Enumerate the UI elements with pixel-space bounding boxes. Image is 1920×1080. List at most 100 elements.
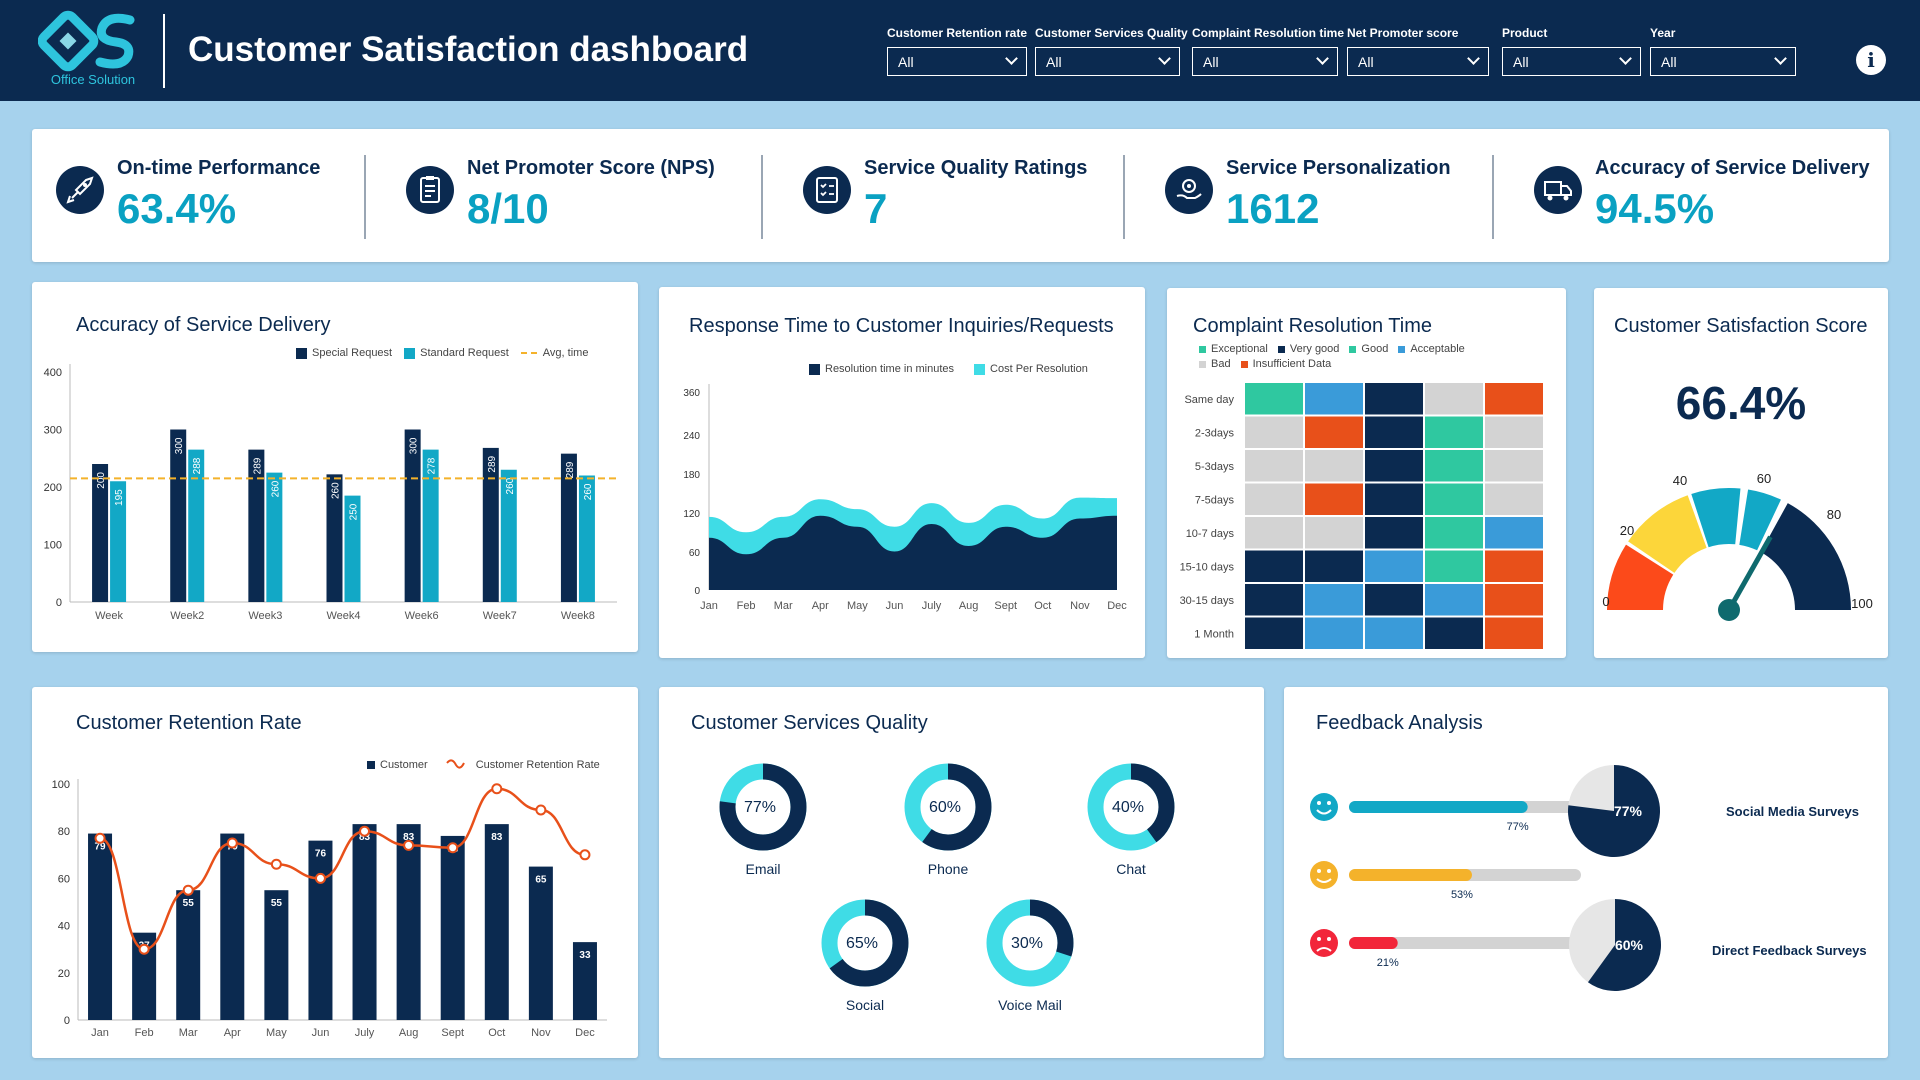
- y-tick-label: 20: [58, 968, 70, 980]
- x-tick-label: Dec: [1107, 600, 1127, 612]
- heatmap-cell: [1485, 550, 1543, 582]
- customer-bar: [220, 833, 245, 1020]
- response-area-chart: 0 60 120 180 240 360 Jan Feb Mar Apr May Jun July Aug…: [683, 384, 1127, 612]
- x-tick-label: Apr: [224, 1027, 241, 1039]
- standard-request-bar: [188, 449, 205, 602]
- pie-percent-label: 77%: [1614, 803, 1643, 819]
- heatmap-cell: [1365, 584, 1423, 616]
- heatmap-cell: [1245, 550, 1303, 582]
- services-donuts: 77% Email 60% Phone 40% Chat 65% Social 30% Voice…: [719, 763, 1175, 1013]
- chart-title: Complaint Resolution Time: [1193, 315, 1432, 337]
- slicer-dropdown[interactable]: All: [1502, 47, 1641, 76]
- satisfaction-value: 66.4%: [1675, 377, 1807, 429]
- chart-legend: Resolution time in minutes Cost Per Reso…: [809, 363, 1088, 375]
- y-tick-label: 300: [44, 425, 62, 437]
- slicer-dropdown[interactable]: All: [1035, 47, 1180, 76]
- slicer-dropdown[interactable]: All: [1347, 47, 1489, 76]
- retention-rate-point: [491, 783, 503, 795]
- chart-title: Feedback Analysis: [1316, 712, 1483, 734]
- legend-item: Avg, time: [542, 347, 589, 359]
- donut-percent-label: 40%: [1112, 799, 1144, 816]
- x-tick-label: Week2: [170, 610, 204, 622]
- slicer-dropdown[interactable]: All: [1192, 47, 1338, 76]
- legend-swatch: [1277, 345, 1285, 353]
- y-tick-label: 0: [64, 1015, 70, 1027]
- y-tick-label: 0: [56, 597, 62, 609]
- y-tick-label: 80: [58, 826, 70, 838]
- retention-rate-point: [94, 832, 106, 844]
- kpi-label: Accuracy of Service Delivery: [1595, 157, 1870, 179]
- bar-data-label: 79: [94, 842, 106, 853]
- chart-legend: Bad Insufficient Data: [1199, 358, 1331, 370]
- kpi-divider: [1123, 155, 1125, 239]
- bar-data-label: 33: [579, 950, 591, 961]
- x-tick-label: Week3: [248, 610, 282, 622]
- heatmap-cell: [1425, 550, 1483, 582]
- face-circle: [1310, 861, 1338, 889]
- donut-category-label: Voice Mail: [998, 997, 1062, 1013]
- heatmap-cell: [1245, 584, 1303, 616]
- x-tick-label: Week4: [326, 610, 360, 622]
- customer-bar: [528, 866, 553, 1020]
- heatmap-cell: [1425, 450, 1483, 482]
- bar-data-label: 55: [183, 898, 195, 909]
- donut-percent-label: 30%: [1011, 935, 1043, 952]
- retention-rate-point: [226, 837, 238, 849]
- bar-data-label: 278: [427, 457, 438, 474]
- slicer-customer-retention-rate: Customer Retention rate All: [887, 26, 1027, 78]
- office-solution-logo: Office Solution: [37, 10, 148, 90]
- x-tick-label: Jun: [886, 600, 904, 612]
- truck-icon: [1534, 166, 1582, 214]
- logo-text: Office Solution: [50, 72, 136, 87]
- donut-percent-label: 60%: [929, 799, 961, 816]
- customer-bar: [264, 890, 289, 1020]
- retention-rate-point: [579, 849, 591, 861]
- feedback-bar-label: 21%: [1377, 957, 1399, 969]
- heatmap-cell: [1365, 383, 1423, 415]
- sad-face-icon: [1310, 929, 1338, 957]
- info-icon[interactable]: i: [1856, 45, 1886, 75]
- y-tick-label: 400: [44, 367, 62, 379]
- gauge-tick-label: 60: [1757, 471, 1771, 486]
- kpi-on-time-performance: On-time Performance 63.4%: [56, 153, 356, 243]
- slicer-value: All: [1203, 54, 1219, 70]
- slicer-dropdown[interactable]: All: [887, 47, 1027, 76]
- x-tick-label: Sept: [441, 1027, 464, 1039]
- y-tick-label: 360: [683, 388, 700, 399]
- x-tick-label: Apr: [812, 600, 829, 612]
- face-eye: [1327, 801, 1331, 805]
- heatmap-cell: [1365, 550, 1423, 582]
- kpi-value: 7: [864, 185, 888, 232]
- neutral-face-icon: [1310, 861, 1338, 889]
- clipboard-icon: [406, 166, 454, 214]
- legend-swatch: [1398, 345, 1406, 353]
- bar-data-label: 55: [271, 898, 283, 909]
- heatmap-cell: [1365, 617, 1423, 649]
- x-tick-label: Aug: [399, 1027, 419, 1039]
- heatmap-row-label: 15-10 days: [1180, 561, 1235, 573]
- heatmap-cell: [1425, 617, 1483, 649]
- response-chart-card: Response Time to Customer Inquiries/Requ…: [659, 287, 1145, 658]
- chart-legend: Exceptional Very good Good Acceptable: [1199, 343, 1465, 355]
- customer-bar: [176, 890, 201, 1020]
- feedback-bar-fill: [1349, 937, 1398, 949]
- y-tick-label: 100: [44, 540, 62, 552]
- y-tick-label: 40: [58, 921, 70, 933]
- satisfaction-gauge: 0 20 40 60 80 100: [1602, 471, 1873, 621]
- chart-legend: Special Request Standard Request Avg, ti…: [296, 347, 588, 359]
- special-request-bar: [404, 429, 421, 602]
- heatmap-cell: [1365, 483, 1423, 515]
- x-tick-label: Week7: [483, 610, 517, 622]
- retention-rate-point: [314, 872, 326, 884]
- heatmap-cell: [1305, 483, 1363, 515]
- gauge-segment: [1628, 495, 1707, 573]
- x-tick-label: Jan: [700, 600, 718, 612]
- kpi-value: 1612: [1226, 185, 1320, 232]
- legend-item: Bad: [1211, 358, 1231, 370]
- slicer-dropdown[interactable]: All: [1650, 47, 1796, 76]
- services-quality-card: Customer Services Quality 77% Email 60% Pho…: [659, 687, 1264, 1058]
- x-tick-label: Nov: [531, 1027, 551, 1039]
- retention-rate-line: [99, 787, 586, 951]
- donut-category-label: Chat: [1116, 861, 1146, 877]
- donut-percent-label: 77%: [744, 799, 776, 816]
